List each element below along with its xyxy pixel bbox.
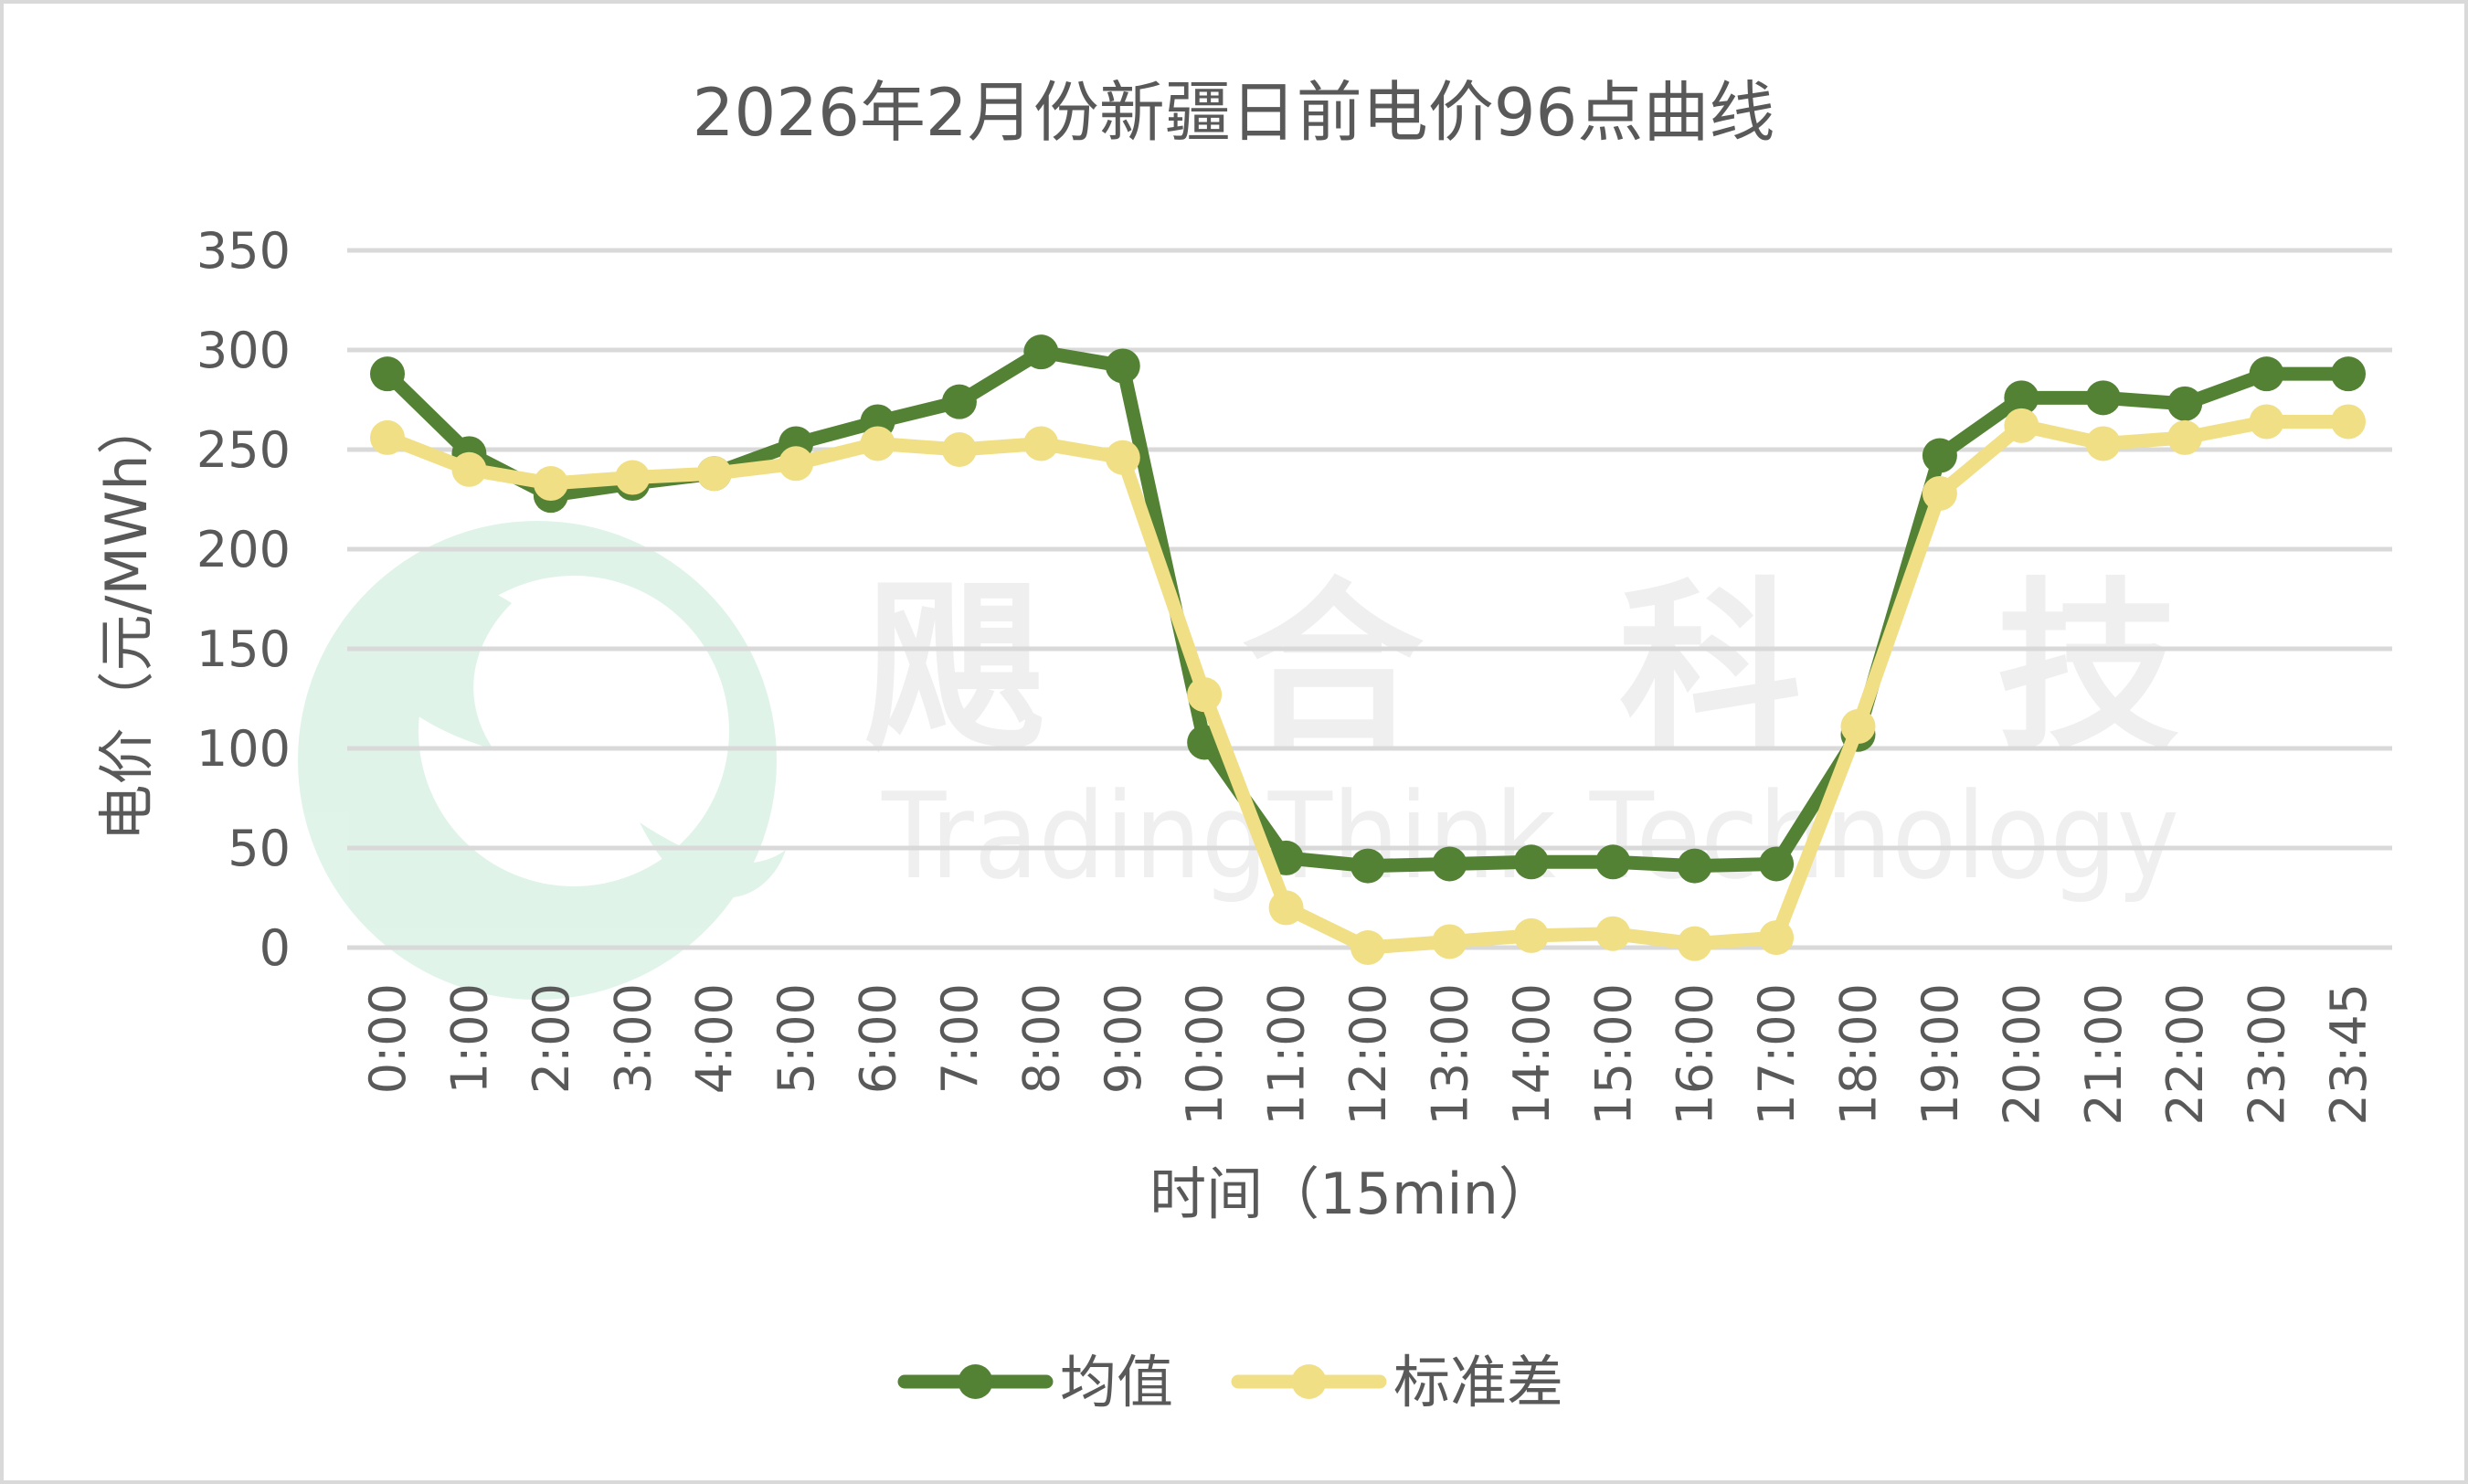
data-point xyxy=(2004,380,2039,416)
y-tick-label: 300 xyxy=(196,322,291,379)
x-tick-label: 23:45 xyxy=(2320,983,2378,1126)
y-tick-label: 50 xyxy=(228,820,291,877)
data-point xyxy=(1023,334,1059,370)
y-tick-label: 150 xyxy=(196,620,291,678)
x-tick-label: 1:00 xyxy=(440,983,498,1094)
legend-item-0: 均值 xyxy=(897,1349,1173,1415)
data-point xyxy=(533,466,568,502)
y-tick-label: 250 xyxy=(196,421,291,479)
x-tick-label: 12:00 xyxy=(1340,983,1397,1126)
x-tick-label: 5:00 xyxy=(768,983,825,1094)
x-tick-label: 22:00 xyxy=(2156,983,2214,1126)
data-point xyxy=(1105,440,1140,475)
data-point xyxy=(370,356,405,392)
x-tick-label: 6:00 xyxy=(850,983,907,1094)
data-point xyxy=(2167,386,2203,421)
data-point xyxy=(1432,924,1467,959)
y-tick-label: 0 xyxy=(260,919,291,977)
x-tick-label: 11:00 xyxy=(1258,983,1316,1126)
watermark-en: TradingThink Technology xyxy=(881,767,2179,906)
data-point xyxy=(2331,356,2366,392)
watermark-logo xyxy=(298,521,786,1000)
gridlines xyxy=(347,248,2392,950)
data-point xyxy=(2249,404,2284,440)
x-tick-label: 14:00 xyxy=(1503,983,1561,1126)
y-axis-label: 电价（元/MWh） xyxy=(93,398,160,842)
data-point xyxy=(1351,930,1385,965)
legend-label: 标准差 xyxy=(1393,1349,1563,1415)
data-point xyxy=(1187,677,1223,713)
data-point xyxy=(1840,709,1876,745)
x-tick-label: 16:00 xyxy=(1667,983,1724,1126)
x-axis-label: 时间（15min） xyxy=(1149,1161,1555,1227)
data-point xyxy=(860,426,895,461)
chart-title: 2026年2月份新疆日前电价96点曲线 xyxy=(693,74,1775,151)
data-point xyxy=(2085,426,2121,461)
x-axis-ticks: 0:00 1:00 2:00 3:00 4:00 5:00 6:00 7:00 8:00 9:00… xyxy=(359,983,2378,1126)
data-point xyxy=(696,456,732,492)
y-tick-label: 100 xyxy=(196,720,291,778)
y-axis-ticks: 0 50 100 150 200 250 300 350 xyxy=(196,222,291,977)
data-point xyxy=(2249,356,2284,392)
data-point xyxy=(1432,846,1467,882)
data-point xyxy=(1759,846,1795,882)
data-point xyxy=(1023,426,1059,461)
data-point xyxy=(1595,844,1631,880)
x-tick-label: 15:00 xyxy=(1584,983,1642,1126)
data-point xyxy=(451,451,487,487)
x-tick-label: 17:00 xyxy=(1748,983,1806,1126)
data-point xyxy=(1922,438,1957,473)
data-point xyxy=(2085,380,2121,416)
data-point xyxy=(2167,419,2203,455)
data-point xyxy=(941,432,977,467)
data-point xyxy=(1922,475,1957,511)
y-tick-label: 350 xyxy=(196,222,291,280)
series-1 xyxy=(370,404,2366,965)
legend-label: 均值 xyxy=(1060,1349,1173,1415)
legend-item-1: 标准差 xyxy=(1231,1349,1563,1415)
data-point xyxy=(1513,917,1549,953)
data-point xyxy=(1351,848,1385,884)
x-tick-label: 2:00 xyxy=(523,983,580,1094)
data-point xyxy=(1595,916,1631,951)
x-tick-label: 3:00 xyxy=(604,983,662,1094)
x-tick-label: 7:00 xyxy=(931,983,989,1094)
x-tick-label: 8:00 xyxy=(1012,983,1070,1094)
data-point xyxy=(941,384,977,419)
x-tick-label: 13:00 xyxy=(1421,983,1478,1126)
y-tick-label: 200 xyxy=(196,521,291,578)
legend-swatch-marker xyxy=(958,1364,993,1399)
legend: 均值 标准差 xyxy=(897,1349,1563,1415)
x-tick-label: 21:00 xyxy=(2075,983,2133,1126)
x-tick-label: 9:00 xyxy=(1095,983,1152,1094)
x-tick-label: 4:00 xyxy=(686,983,744,1094)
data-point xyxy=(1677,926,1712,961)
x-tick-label: 0:00 xyxy=(359,983,417,1094)
data-point xyxy=(1105,348,1140,384)
x-tick-label: 23:00 xyxy=(2239,983,2296,1126)
data-point xyxy=(2331,404,2366,440)
data-point xyxy=(1268,890,1304,926)
data-point xyxy=(779,446,814,482)
legend-swatch-marker xyxy=(1291,1364,1327,1399)
x-tick-label: 18:00 xyxy=(1830,983,1888,1126)
series-group xyxy=(370,334,2366,965)
data-point xyxy=(1513,844,1549,880)
data-point xyxy=(1677,848,1712,884)
x-tick-label: 19:00 xyxy=(1912,983,1969,1126)
data-point xyxy=(1759,920,1795,956)
data-point xyxy=(2004,408,2039,443)
x-tick-label: 20:00 xyxy=(1993,983,2050,1126)
data-point xyxy=(370,419,405,455)
x-tick-label: 10:00 xyxy=(1176,983,1234,1126)
series-0 xyxy=(370,334,2366,884)
data-point xyxy=(615,460,651,495)
